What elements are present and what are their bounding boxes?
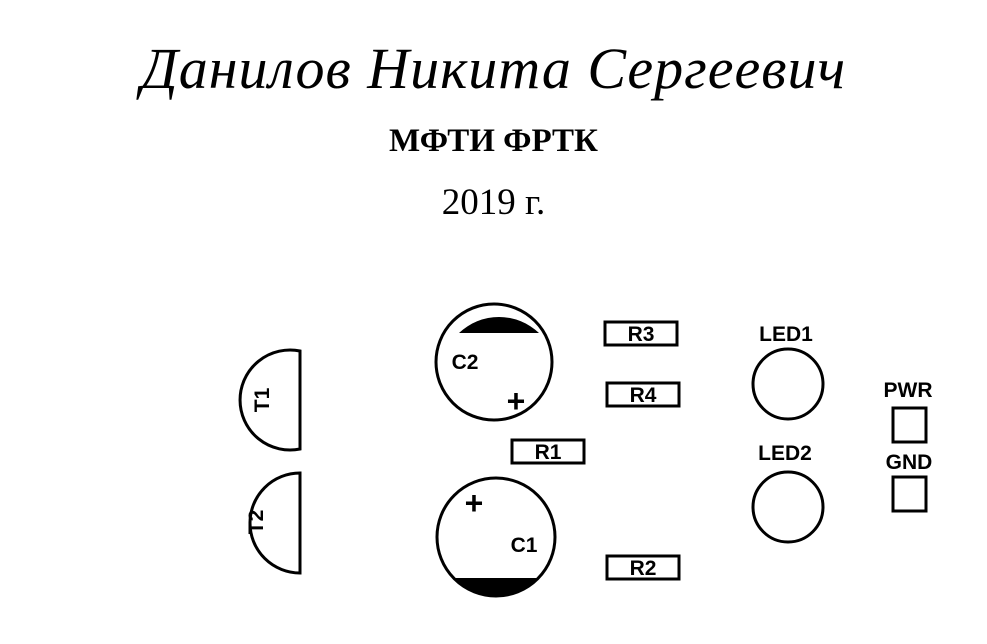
transistor-t1-outline <box>238 348 302 452</box>
power-pad-outline <box>891 406 928 444</box>
led-2-outline <box>751 470 825 544</box>
led-1: LED1 <box>751 323 825 421</box>
resistor-r4-outline <box>605 381 681 408</box>
capacitor-c1-outline <box>435 476 557 598</box>
led-2-label: LED2 <box>758 442 812 465</box>
capacitor-c2-plus-sign: + <box>507 383 526 419</box>
power-pad-label: PWR <box>884 379 933 402</box>
resistor-r1-label: R1 <box>535 441 562 464</box>
capacitor-c1: C1 + <box>435 476 557 598</box>
led-1-label: LED1 <box>759 323 813 346</box>
capacitor-c1-plus-sign: + <box>465 485 484 521</box>
transistor-t1: T1 <box>238 348 302 452</box>
resistor-r3-outline <box>603 320 679 347</box>
transistor-t2-outline <box>248 471 302 575</box>
resistor-r2-label: R2 <box>630 557 657 580</box>
transistor-t2: T2 <box>245 471 302 575</box>
led-1-outline <box>751 347 825 421</box>
capacitor-c1-label: C1 <box>511 534 538 557</box>
ground-pad-label: GND <box>886 451 933 474</box>
resistor-r3-label: R3 <box>628 323 655 346</box>
resistor-r4: R4 <box>605 381 681 408</box>
author-name: Данилов Никита Сергеевич <box>140 36 847 101</box>
transistor-t1-label: T1 <box>251 387 274 412</box>
capacitor-c2-label: C2 <box>452 351 479 374</box>
resistor-r2: R2 <box>605 554 681 581</box>
capacitor-c2-polarity-band <box>459 317 539 333</box>
led-2: LED2 <box>751 442 825 544</box>
transistor-t2-label: T2 <box>245 510 268 535</box>
year-label: 2019 г. <box>441 182 546 223</box>
ground-pad: GND <box>886 451 933 513</box>
resistor-r1-outline <box>510 438 586 465</box>
resistor-r2-outline <box>605 554 681 581</box>
capacitor-c2-outline <box>434 302 554 422</box>
power-pad: PWR <box>884 379 933 444</box>
resistor-r3: R3 <box>603 320 679 347</box>
capacitor-c2: C2 + <box>434 302 554 422</box>
ground-pad-outline <box>891 475 928 513</box>
institute-name: МФТИ ФРТК <box>388 123 598 159</box>
resistor-r4-label: R4 <box>630 384 657 407</box>
resistor-r1: R1 <box>510 438 586 465</box>
